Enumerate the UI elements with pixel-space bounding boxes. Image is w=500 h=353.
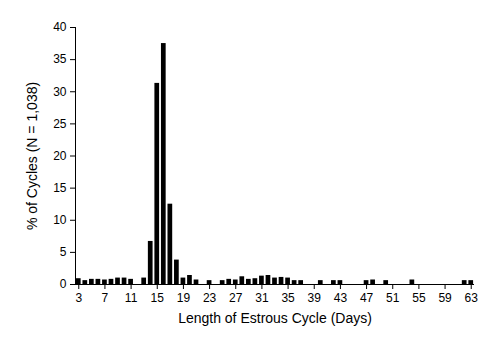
svg-text:0: 0 [60,277,67,291]
svg-text:55: 55 [412,291,426,305]
svg-text:47: 47 [360,291,374,305]
svg-text:30: 30 [53,85,67,99]
svg-text:Length of Estrous Cycle (Days): Length of Estrous Cycle (Days) [178,310,372,326]
svg-text:31: 31 [255,291,269,305]
svg-text:63: 63 [465,291,479,305]
svg-text:25: 25 [53,117,67,131]
svg-text:5: 5 [60,245,67,259]
svg-text:15: 15 [151,291,165,305]
svg-text:% of Cycles (N = 1,038): % of Cycles (N = 1,038) [24,82,40,230]
svg-text:59: 59 [438,291,452,305]
svg-text:35: 35 [281,291,295,305]
svg-text:7: 7 [102,291,109,305]
svg-text:15: 15 [53,181,67,195]
svg-text:39: 39 [308,291,322,305]
svg-text:40: 40 [53,20,67,34]
svg-text:11: 11 [125,291,138,305]
svg-text:27: 27 [229,291,243,305]
svg-text:43: 43 [334,291,348,305]
svg-text:51: 51 [386,291,400,305]
svg-text:23: 23 [203,291,217,305]
svg-text:19: 19 [177,291,191,305]
svg-text:35: 35 [53,52,67,66]
svg-text:20: 20 [53,149,67,163]
svg-text:10: 10 [53,213,67,227]
svg-text:3: 3 [75,291,82,305]
